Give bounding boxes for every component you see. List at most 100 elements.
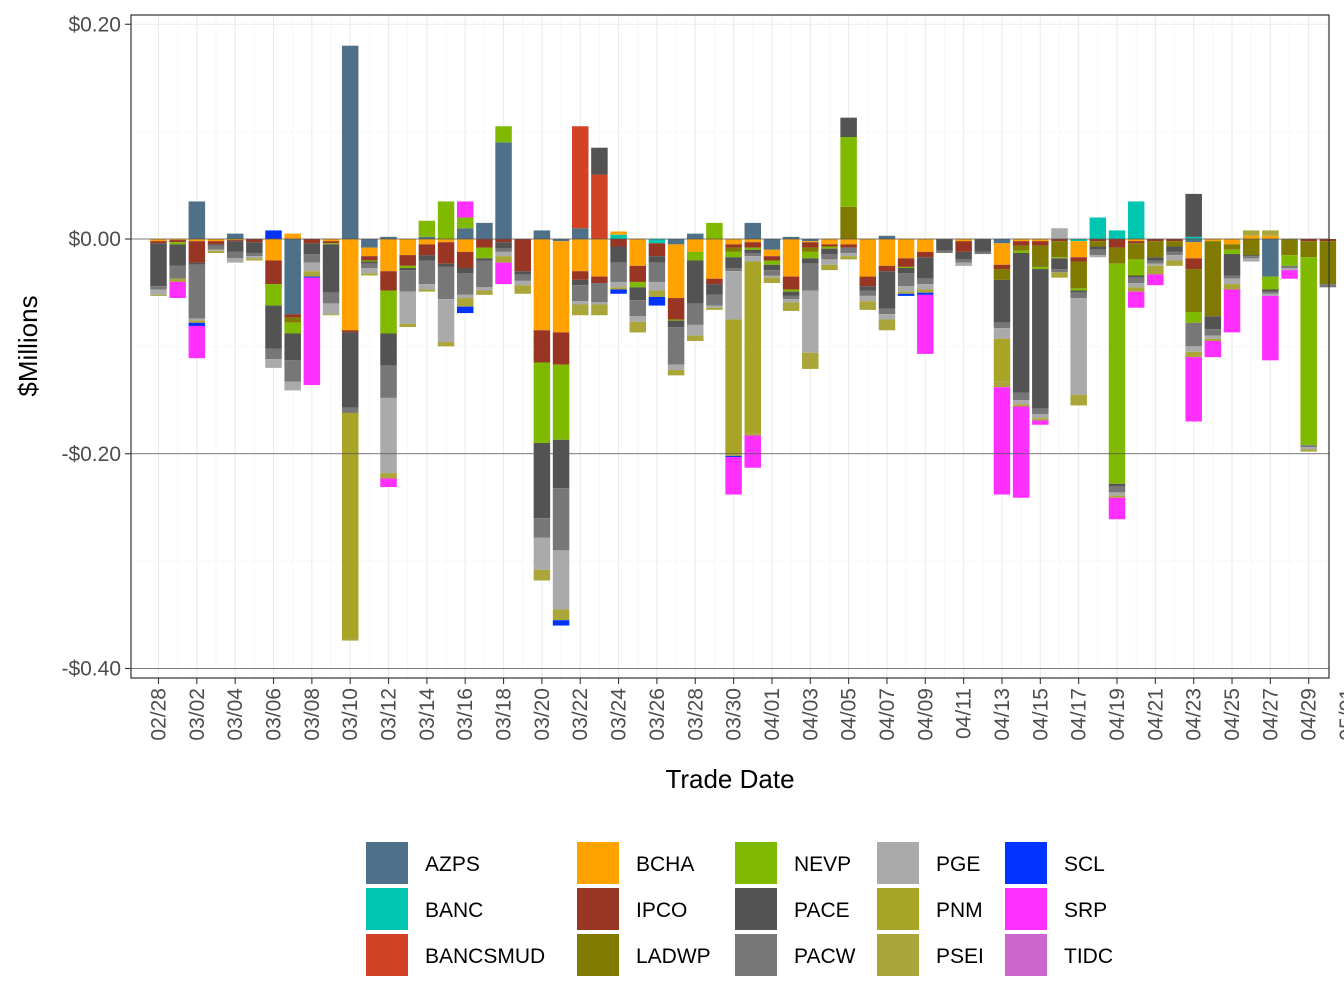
legend-label-srp: SRP [1064,899,1107,922]
bar-azps-03-11 [361,239,378,248]
bar-psei-04-01 [763,277,781,284]
x-tick-label: 04/21 [1144,688,1167,741]
x-tick-label: 02/28 [148,688,171,741]
x-tick-label: 04/25 [1221,688,1244,741]
bar-bcha-04-27 [1262,235,1279,239]
y-tick-label: -$0.20 [61,443,121,466]
bar-pge-04-09 [917,284,934,290]
x-tick-label: 04/05 [838,688,861,741]
bar-pace-04-01 [763,264,781,271]
bar-pge-04-03 [802,290,819,353]
bar-pacw-03-06 [265,348,282,360]
x-tick-label: 03/24 [608,688,631,741]
bar-pacw-03-12 [380,365,397,398]
bar-scl-03-24 [610,289,627,294]
bar-bcha-03-15 [437,239,455,243]
bar-psei-03-10 [341,638,359,641]
bar-psei-04-22 [1166,260,1183,266]
bar-ladwp-04-22 [1166,241,1183,247]
bar-nevp-04-14 [1012,250,1030,253]
bar-pace-03-08 [303,243,321,255]
bar-bcha-04-03 [802,241,819,243]
bar-pge-04-06 [859,295,877,302]
bar-nevp-04-02 [782,289,800,292]
bar-ladwp-04-13 [993,269,1011,280]
bar-segments [131,45,1337,669]
bar-pacw-04-19 [1108,485,1126,493]
bar-pace-04-05 [840,117,857,137]
bar-pge-03-25 [629,316,646,322]
bar-scl-04-08 [897,293,915,296]
bar-psei-04-23 [1185,351,1202,358]
bar-pacw-03-21 [552,488,570,551]
legend-key-scl [1005,842,1047,884]
bar-pge-03-28 [687,324,704,336]
bar-pge-03-12 [380,397,397,474]
legend-label-pnm: PNM [936,899,983,922]
bar-pacw-03-16 [456,273,474,295]
bar-scl-03-16 [456,306,474,314]
bar-ipco-02-28 [150,241,167,244]
bar-psei-02-28 [150,294,167,296]
bar-pace-04-07 [878,271,896,309]
bar-bcha-03-11 [361,247,378,257]
bar-pacw-03-15 [437,266,455,300]
bar-pace-04-17 [1070,290,1087,293]
bar-ipco-03-12 [380,271,397,291]
bar-srp-04-15 [1032,420,1049,425]
x-tick-label: 04/09 [914,688,937,741]
bar-pge-03-24 [610,281,627,288]
bar-azps-03-12 [380,236,397,239]
bar-bcha-04-24 [1204,239,1222,242]
bar-nevp-03-12 [380,290,397,334]
bar-pacw-03-13 [399,270,416,292]
bar-bcha-03-14 [418,239,436,245]
bar-bcha-04-13 [993,243,1011,265]
bar-pacw-04-27 [1262,291,1279,294]
bar-pge-03-05 [246,256,263,259]
bar-ipco-03-22 [571,271,589,280]
legend-key-banc [366,888,408,930]
bar-psei-03-02 [188,320,206,323]
legend-label-banc: BANC [425,899,483,922]
bar-pace-03-04 [226,241,244,252]
bar-pacw-04-21 [1147,260,1164,264]
bar-pace-04-06 [859,286,877,291]
bar-nevp-03-20 [533,362,551,444]
bar-ipco-03-30 [725,244,742,248]
bar-nevp-03-16 [456,217,474,229]
x-tick-label: 03/10 [339,688,362,741]
bar-pacw-04-04 [821,254,838,260]
bar-pacw-04-07 [878,308,896,315]
bar-ladwp-04-30 [1319,241,1337,285]
bar-pace-03-10 [341,332,359,408]
x-tick-label: 03/22 [569,688,592,741]
legend-key-pacw [735,934,777,976]
bar-ladwp-04-15 [1032,245,1049,267]
x-tick-label: 04/03 [799,688,822,741]
bar-ipco-03-31 [744,242,762,248]
bar-ipco-04-23 [1185,258,1202,270]
bar-pace-03-14 [418,255,436,261]
bar-pacw-04-10 [936,250,953,253]
bar-bcha-04-11 [955,239,972,242]
bar-pge-03-20 [533,537,551,570]
bar-banc-03-24 [610,234,627,239]
bar-nevp-04-29 [1300,257,1317,446]
bar-pacw-03-08 [303,254,321,263]
bar-psei-04-26 [1242,230,1260,236]
bar-azps-03-28 [687,233,704,239]
bar-pge-03-17 [476,287,493,291]
bar-pacw-04-26 [1242,256,1260,259]
bar-pge-03-18 [495,251,512,257]
bar-pacw-03-22 [571,285,589,302]
bar-pge-04-29 [1300,447,1317,450]
bar-psei-03-30 [725,453,742,456]
y-axis-title: $Millions [13,295,43,396]
legend-key-pnm [877,888,919,930]
bar-psei-03-01 [169,278,186,282]
bar-nevp-03-25 [629,281,646,288]
bar-pacw-04-03 [802,263,819,291]
bar-pge-03-27 [667,364,685,370]
bar-psei-04-09 [917,289,934,293]
